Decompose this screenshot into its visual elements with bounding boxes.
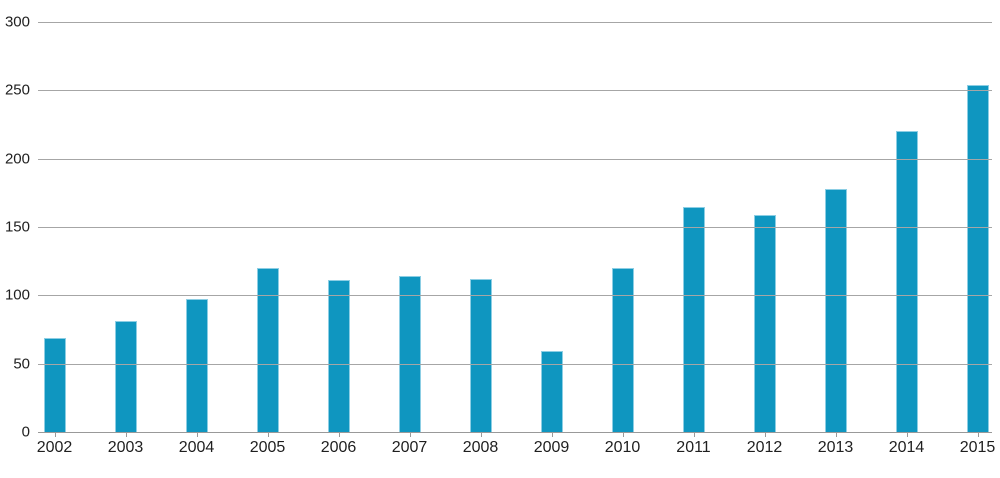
x-tick-label-2008: 2008 [462,439,499,456]
bar-slot-2003 [90,22,161,437]
x-tick-label-2015: 2015 [959,439,996,456]
bar-slot-2002 [19,22,90,437]
y-tick-label-250: 250 [4,81,30,99]
bar-slot-2006 [303,22,374,437]
bar-slot-2011 [658,22,729,437]
y-tick-label-150: 150 [4,218,30,236]
bar-2012 [753,214,776,432]
y-tick-label-200: 200 [4,150,30,168]
x-tick-mark-2009 [551,432,553,437]
x-tick-label-2007: 2007 [391,439,428,456]
x-tick-label-2010: 2010 [604,439,641,456]
x-axis-labels: 2002 2003 2004 2005 2006 2007 2008 2009 2010 2011… [19,432,1000,457]
gridline-200 [38,158,992,160]
plot-area: 2002 2003 2004 2005 2006 2007 2008 2009 2010 2011… [37,22,995,456]
bar-slot-2004 [161,22,232,437]
y-tick-label-0: 0 [21,423,30,441]
x-tick-label-2002: 2002 [36,439,73,456]
gridline-100 [38,295,992,297]
bar-slot-2010 [587,22,658,437]
x-tick-mark-2005 [267,432,269,437]
bar-2010 [611,268,634,432]
gridline-50 [38,363,992,365]
x-tick-label-2014: 2014 [888,439,925,456]
y-tick-label-100: 100 [4,286,30,304]
y-tick-label-300: 300 [4,13,30,31]
bar-slot-2015 [942,22,1000,437]
gridline-150 [38,227,992,228]
x-tick-label-2006: 2006 [320,439,357,456]
x-tick-mark-2014 [906,432,908,437]
bar-2008 [469,278,492,432]
x-tick-mark-2007 [409,432,411,437]
bar-2015 [966,84,989,432]
bar-slot-2005 [232,22,303,437]
x-tick-label-2003: 2003 [107,439,144,456]
bar-2005 [256,268,279,432]
bar-slot-2014 [871,22,942,437]
x-tick-label-2011: 2011 [676,439,711,456]
bar-slot-2007 [374,22,445,437]
bar-slot-2008 [445,22,516,437]
x-tick-mark-2003 [125,432,127,437]
gridline-250 [38,90,992,92]
x-tick-mark-2013 [835,432,837,437]
x-tick-mark-2015 [977,432,979,437]
bar-2006 [327,280,350,432]
x-tick-label-2013: 2013 [817,439,854,456]
bar-slot-2009 [516,22,587,437]
x-tick-mark-2008 [480,432,482,437]
x-tick-mark-2004 [196,432,198,437]
bar-2014 [895,131,918,432]
x-tick-mark-2002 [54,432,56,437]
x-tick-label-2009: 2009 [533,439,570,456]
x-tick-mark-2006 [338,432,340,437]
bar-series [19,22,1000,437]
y-axis: 0 50 100 150 200 250 300 [0,14,30,441]
x-tick-label-2005: 2005 [249,439,286,456]
x-tick-mark-2010 [622,432,624,437]
bar-2007 [398,276,421,432]
bar-2002 [43,337,66,432]
bar-2011 [682,206,705,432]
bar-2004 [185,299,208,432]
x-tick-mark-2011 [693,432,695,437]
bar-2009 [540,351,563,432]
x-tick-label-2004: 2004 [178,439,215,456]
x-tick-label-2012: 2012 [746,439,783,456]
bar-2003 [114,321,137,432]
x-tick-mark-2012 [764,432,766,437]
bar-slot-2013 [800,22,871,437]
bar-2013 [824,188,847,432]
bar-slot-2012 [729,22,800,437]
gridline-300 [38,22,992,23]
x-axis-line [38,432,992,433]
y-tick-label-50: 50 [13,355,30,373]
